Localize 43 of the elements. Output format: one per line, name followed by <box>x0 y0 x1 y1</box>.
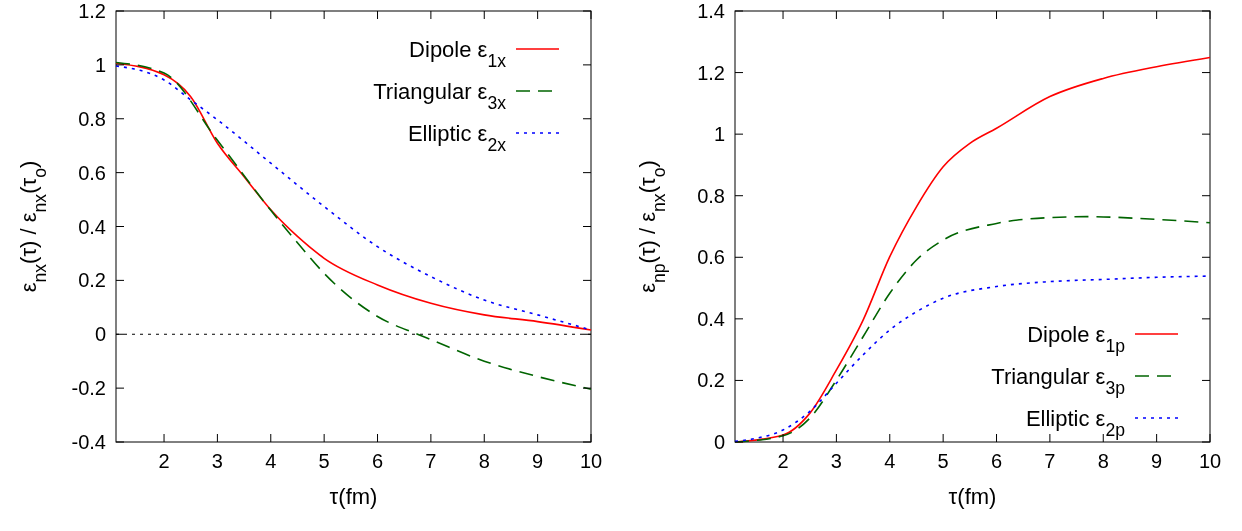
x-tick-label: 7 <box>425 450 437 472</box>
x-tick-label: 3 <box>830 450 842 472</box>
y-tick-label: 1.2 <box>697 61 725 84</box>
y-tick-label: 1.2 <box>78 0 106 22</box>
y-tick-label: 0.2 <box>78 269 106 292</box>
legend-label: Dipole ε$_{1p}$ <box>1027 322 1126 356</box>
x-tick-label: 10 <box>1198 450 1222 472</box>
y-tick-label: 0.8 <box>697 184 725 207</box>
y-tick-label: 0 <box>713 431 725 453</box>
y-tick-label: -0.2 <box>71 377 106 400</box>
y-tick-label: 0.2 <box>697 369 725 392</box>
x-tick-label: 5 <box>318 450 330 472</box>
x-tick-label: 3 <box>211 450 223 472</box>
y-tick-label: 1 <box>94 53 106 76</box>
x-tick-label: 4 <box>265 450 277 472</box>
legend-label: Triangular ε$_{3x}$ <box>373 79 507 113</box>
y-tick-label: 0.4 <box>78 215 106 238</box>
x-tick-label: 9 <box>532 450 544 472</box>
legend-label: Dipole ε$_{1x}$ <box>409 37 507 71</box>
legend-label: Triangular ε$_{3p}$ <box>991 364 1126 398</box>
legend-label: Elliptic ε$_{2p}$ <box>1025 406 1126 440</box>
y-tick-label: 1 <box>713 123 725 146</box>
x-tick-label: 5 <box>937 450 949 472</box>
x-axis-title: τ(fm) <box>329 484 378 509</box>
x-tick-label: 8 <box>478 450 490 472</box>
x-tick-label: 8 <box>1097 450 1109 472</box>
legend-label: Elliptic ε$_{2x}$ <box>407 121 507 155</box>
y-tick-label: -0.4 <box>71 431 106 453</box>
x-tick-label: 9 <box>1151 450 1163 472</box>
y-tick-label: 0.6 <box>78 161 106 184</box>
x-tick-label: 6 <box>990 450 1003 472</box>
y-tick-label: 0.4 <box>697 307 725 330</box>
x-tick-label: 4 <box>884 450 896 472</box>
y-tick-label: 0.6 <box>697 246 725 269</box>
x-axis-title: τ(fm) <box>948 484 997 509</box>
x-tick-label: 7 <box>1044 450 1056 472</box>
x-tick-label: 10 <box>579 450 603 472</box>
y-tick-label: 0 <box>94 323 106 346</box>
y-tick-label: 1.4 <box>697 0 725 22</box>
x-tick-label: 2 <box>777 450 789 472</box>
y-tick-label: 0.8 <box>78 107 106 130</box>
x-tick-label: 6 <box>371 450 384 472</box>
x-tick-label: 2 <box>158 450 170 472</box>
